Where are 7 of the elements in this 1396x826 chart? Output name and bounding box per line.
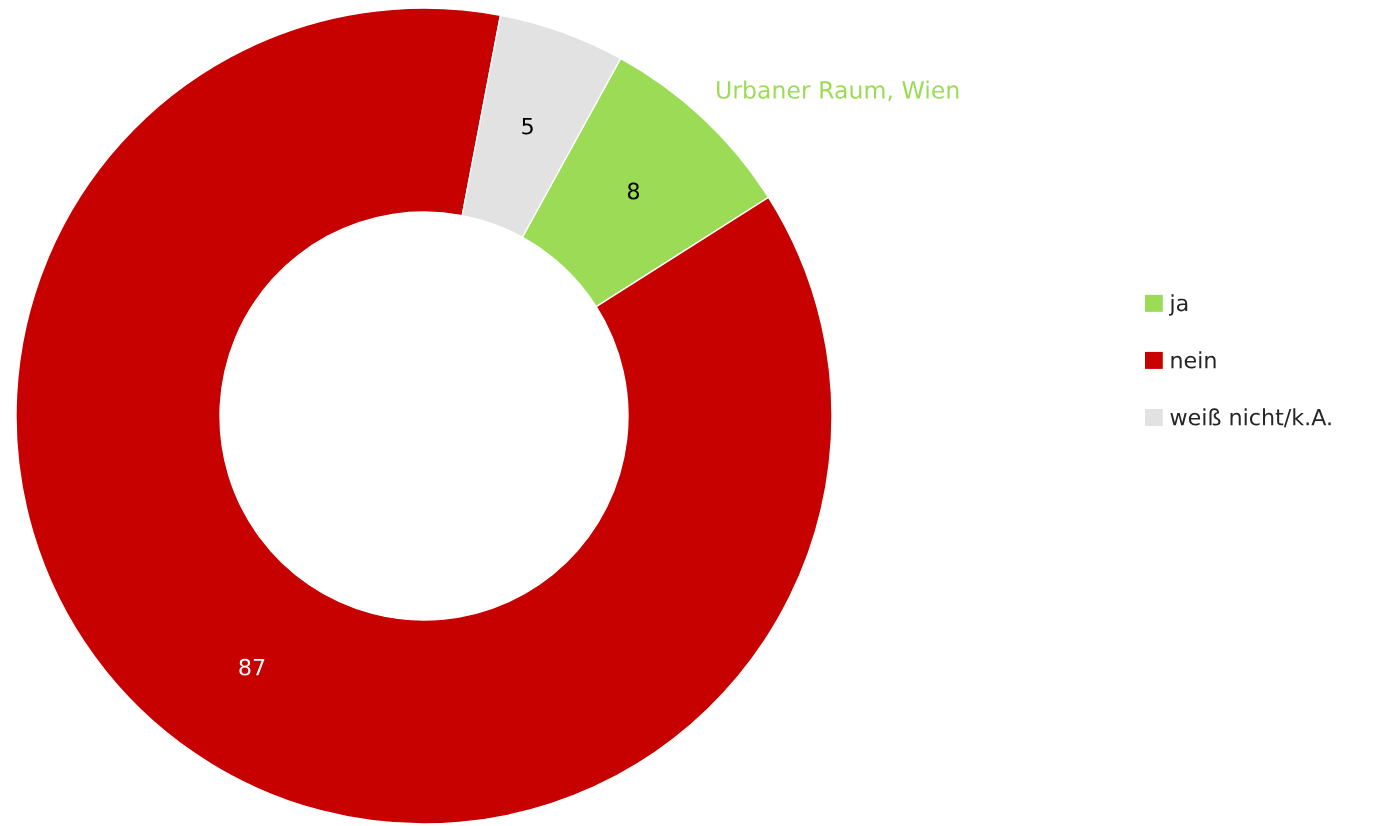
- text: Urbaner Raum, Wien: [717, 80, 959, 102]
- data-label: 5: [522, 118, 533, 135]
- legend-label: weiß nicht/k.A.: [1170, 408, 1331, 428]
- data-label: 87: [239, 658, 265, 676]
- legend-label: ja: [1169, 294, 1188, 316]
- legend-label: nein: [1171, 351, 1216, 369]
- data-label: 8: [627, 182, 640, 200]
